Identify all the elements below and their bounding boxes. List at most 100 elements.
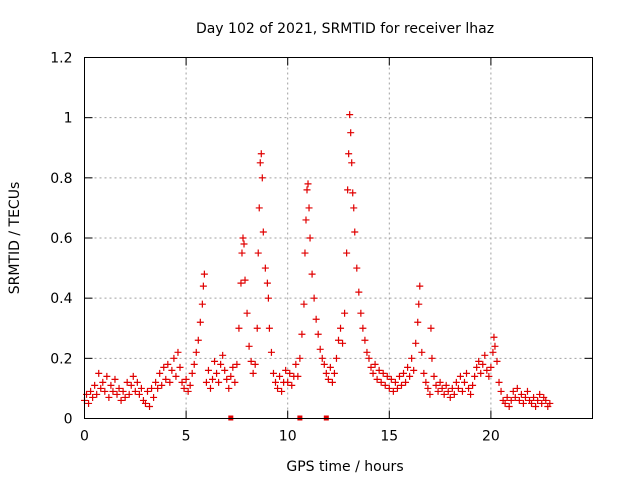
data-point [483, 366, 491, 374]
data-point [357, 309, 365, 317]
data-point [245, 342, 253, 350]
data-point [199, 282, 207, 290]
data-point [395, 372, 403, 380]
data-point [160, 363, 168, 371]
data-point [278, 387, 286, 395]
grid-lines [84, 57, 593, 419]
data-point [387, 375, 395, 383]
data-point [479, 360, 487, 368]
data-point [481, 351, 489, 359]
data-point [119, 387, 127, 395]
data-point [180, 384, 188, 392]
data-point [274, 384, 282, 392]
data-point [410, 366, 418, 374]
data-point [247, 357, 255, 365]
data-point [188, 369, 196, 377]
data-point [475, 357, 483, 365]
y-tick-label: 1.2 [50, 51, 72, 67]
y-axis-title: SRMTID / TECUs [7, 182, 23, 295]
data-point [377, 378, 385, 386]
data-point [400, 369, 408, 377]
data-point [253, 324, 261, 332]
data-point [182, 375, 190, 383]
data-point [272, 378, 280, 386]
data-point [286, 369, 294, 377]
data-point [241, 276, 249, 284]
data-point [393, 384, 401, 392]
x-tick-label: 5 [182, 429, 191, 445]
data-point [257, 150, 265, 158]
data-point [345, 150, 353, 158]
data-point [194, 336, 202, 344]
data-point [465, 384, 473, 392]
data-point [448, 384, 456, 392]
data-point [264, 294, 272, 302]
axis-ticks [84, 57, 593, 419]
data-point [422, 378, 430, 386]
data-point [166, 378, 174, 386]
data-point [402, 378, 410, 386]
data-point [294, 372, 302, 380]
data-point [235, 324, 243, 332]
data-point [444, 387, 452, 395]
data-point [485, 372, 493, 380]
data-point [406, 372, 414, 380]
data-point [202, 378, 210, 386]
data-point [383, 372, 391, 380]
data-point [530, 393, 538, 401]
data-point [87, 387, 95, 395]
data-point [503, 393, 511, 401]
data-point [536, 390, 544, 398]
data-point [517, 390, 525, 398]
data-point [367, 363, 375, 371]
data-point [131, 387, 139, 395]
data-point [152, 378, 160, 386]
data-point [103, 372, 111, 380]
data-point [211, 357, 219, 365]
data-point [229, 363, 237, 371]
data-point [170, 354, 178, 362]
data-point [343, 249, 351, 257]
data-point [322, 369, 330, 377]
data-point [532, 402, 540, 410]
data-point [196, 318, 204, 326]
data-point [490, 333, 498, 341]
chart-title: Day 102 of 2021, SRMTID for receiver lha… [196, 21, 494, 37]
data-point [369, 369, 377, 377]
data-point [186, 381, 194, 389]
data-point [424, 384, 432, 392]
data-point [432, 381, 440, 389]
data-point [115, 384, 123, 392]
data-point [332, 354, 340, 362]
data-point [314, 330, 322, 338]
data-point [261, 264, 269, 272]
data-point [129, 372, 137, 380]
data-point [91, 381, 99, 389]
data-point [105, 393, 113, 401]
data-point [415, 300, 423, 308]
data-point [339, 339, 347, 347]
data-point [305, 204, 313, 212]
data-point [168, 366, 176, 374]
data-point [375, 366, 383, 374]
data-point [121, 393, 129, 401]
data-point [176, 363, 184, 371]
data-point [251, 360, 259, 368]
y-tick-label: 0.2 [50, 351, 72, 367]
y-tick-label: 0 [64, 412, 73, 428]
data-point [420, 369, 428, 377]
data-point [489, 348, 497, 356]
data-point [318, 354, 326, 362]
data-point [408, 354, 416, 362]
data-point [477, 369, 485, 377]
data-point [335, 336, 342, 344]
data-point [231, 378, 239, 386]
data-point [491, 342, 499, 350]
data-point [95, 369, 103, 377]
data-point [141, 399, 149, 407]
data-point [460, 378, 468, 386]
data-point [150, 393, 158, 401]
data-point [519, 399, 527, 407]
data-point [534, 396, 542, 404]
